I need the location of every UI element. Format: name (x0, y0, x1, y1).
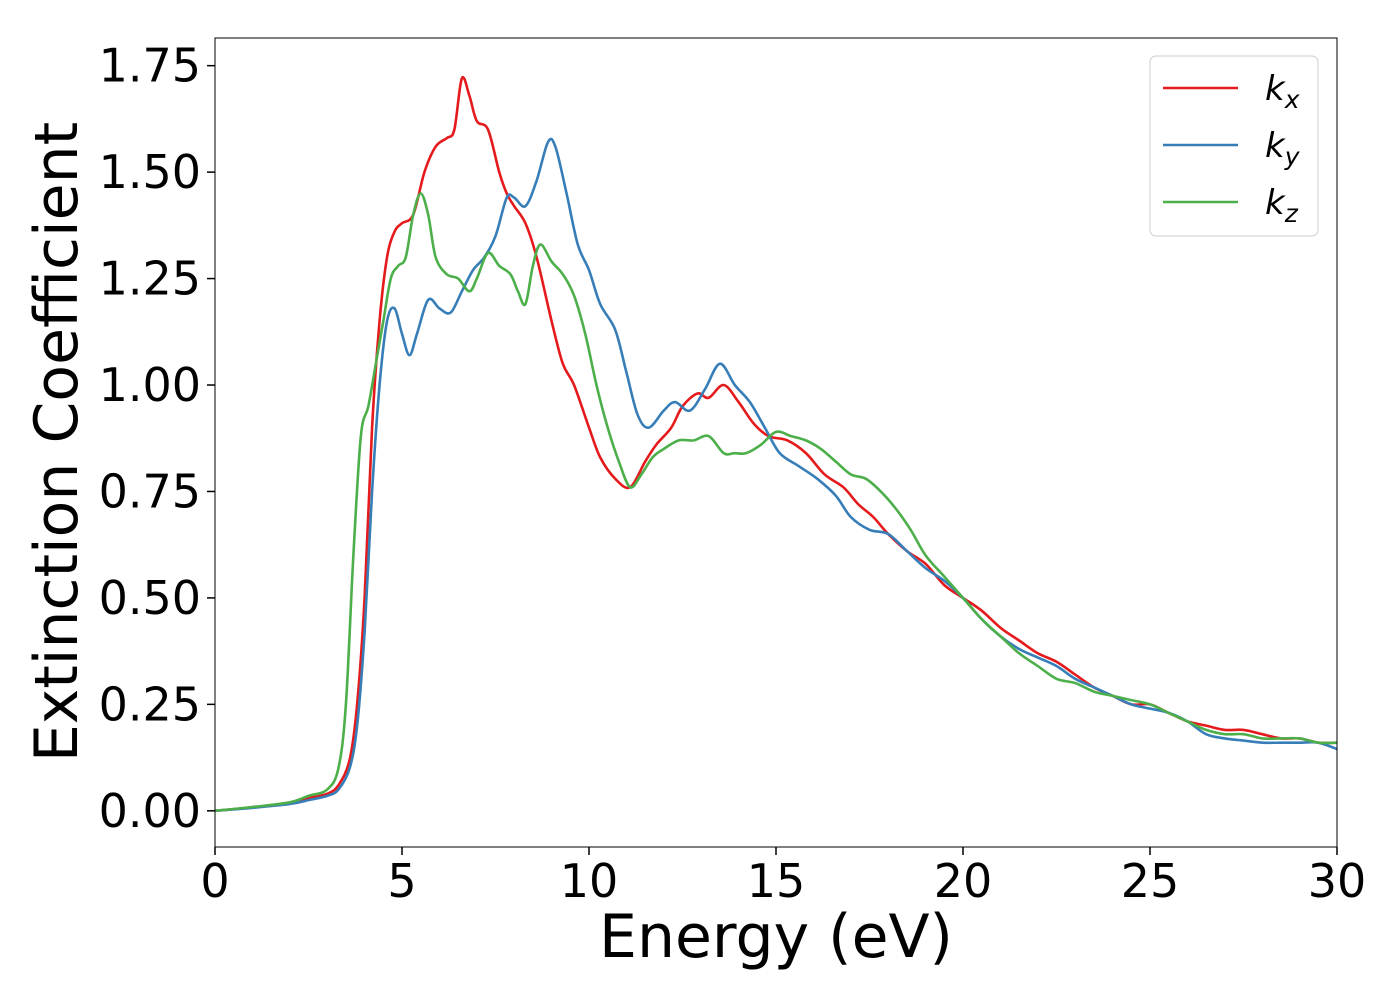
series-line-ky (215, 137, 1337, 813)
x-tick-label: 20 (934, 854, 993, 908)
y-axis: 0.00 0.25 0.50 0.75 1.00 1.25 1.50 1.75 (99, 39, 215, 838)
x-tick-label: 25 (1121, 854, 1180, 908)
legend-label-kz: kz (1265, 183, 1299, 228)
x-axis-label: Energy (eV) (599, 902, 953, 972)
legend: kx ky kz (1149, 55, 1319, 237)
x-tick-label: 10 (560, 854, 619, 908)
y-tick-label: 0.00 (99, 784, 201, 838)
series-group (215, 75, 1337, 813)
y-tick-label: 1.25 (99, 252, 201, 306)
x-tick-label: 30 (1308, 854, 1367, 908)
y-tick-label: 1.00 (99, 358, 201, 412)
x-tick-label: 0 (200, 854, 229, 908)
y-axis-label: Extinction Coefficient (22, 122, 92, 762)
y-tick-label: 1.50 (99, 145, 201, 199)
y-tick-label: 1.75 (99, 39, 201, 93)
series-line-kz (215, 192, 1337, 813)
x-axis: 0 5 10 15 20 25 30 (200, 847, 1366, 908)
y-tick-label: 0.50 (99, 571, 201, 625)
x-tick-label: 5 (387, 854, 416, 908)
legend-label-kx: kx (1265, 69, 1300, 114)
legend-label-ky: ky (1265, 126, 1301, 171)
y-tick-label: 0.25 (99, 677, 201, 731)
y-tick-label: 0.75 (99, 464, 201, 518)
x-tick-label: 15 (747, 854, 806, 908)
